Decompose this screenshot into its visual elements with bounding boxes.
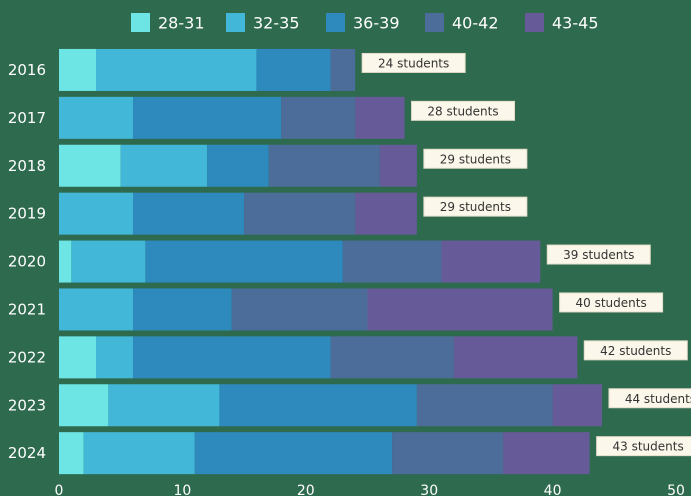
total-label: 24 students (378, 56, 449, 70)
total-label: 43 students (613, 440, 684, 454)
total-label: 44 students (625, 392, 691, 406)
bar-segment (59, 96, 134, 139)
bar-segment (194, 432, 393, 475)
bar-segment (133, 288, 232, 331)
bar-segment (96, 336, 134, 379)
x-tick-label: 40 (544, 483, 562, 496)
bar-segment (59, 144, 121, 187)
bar-segment (219, 384, 417, 427)
category-label: 2021 (8, 300, 46, 318)
total-label-box (411, 100, 516, 121)
bar-segment (367, 288, 553, 331)
bar-segment (59, 336, 97, 379)
total-label-box (423, 148, 528, 169)
category-label: 2016 (8, 61, 46, 79)
bar-segment (59, 240, 72, 283)
bar-segment (207, 144, 269, 187)
category-label: 2024 (8, 444, 46, 462)
bar-segment (453, 336, 578, 379)
bar-segment (441, 240, 541, 283)
total-label-box (546, 244, 651, 265)
x-tick-label: 20 (297, 483, 315, 496)
category-label: 2017 (8, 109, 46, 127)
total-label-box (423, 196, 528, 217)
legend-label: 36-39 (353, 14, 400, 33)
category-label: 2022 (8, 348, 46, 366)
total-label-box (596, 436, 691, 457)
x-tick-label: 10 (173, 483, 191, 496)
total-label-box (559, 292, 664, 313)
category-label: 2019 (8, 205, 46, 223)
x-tick-label: 30 (420, 483, 438, 496)
bar-segment (120, 144, 208, 187)
bar-segment (133, 96, 282, 139)
x-tick-label: 0 (55, 483, 64, 496)
bar-segment (59, 288, 134, 331)
bar-segment (145, 240, 343, 283)
total-label-box (583, 340, 688, 361)
bar-segment (256, 48, 331, 91)
legend-swatch (425, 13, 444, 32)
category-label: 2018 (8, 157, 46, 175)
bar-segment (330, 48, 356, 91)
total-label-box (608, 388, 691, 409)
legend-label: 43-45 (552, 14, 599, 33)
bar-segment (231, 288, 368, 331)
bar-segment (244, 192, 356, 235)
bar-segment (330, 336, 454, 379)
bar-segment (133, 336, 331, 379)
total-label: 29 students (440, 152, 511, 166)
legend-swatch (131, 13, 150, 32)
bar-segment (552, 384, 602, 427)
category-label: 2023 (8, 396, 46, 414)
bar-segment (392, 432, 504, 475)
bar-segment (268, 144, 380, 187)
total-label: 29 students (440, 200, 511, 214)
total-labels: 24 students 28 students 29 students 29 stud… (361, 52, 691, 457)
total-label: 42 students (600, 344, 671, 358)
legend-swatch (525, 13, 544, 32)
bar-segment (342, 240, 442, 283)
bars-group (59, 48, 602, 475)
legend-swatch (226, 13, 245, 32)
bar-segment (83, 432, 195, 475)
total-label: 39 students (563, 248, 634, 262)
legend-label: 40-42 (452, 14, 499, 33)
legend-label: 32-35 (253, 14, 300, 33)
category-label: 2020 (8, 253, 46, 271)
bar-segment (416, 384, 553, 427)
bar-segment (71, 240, 146, 283)
x-axis: 0 10 20 30 40 50 (55, 483, 685, 496)
bar-segment (379, 144, 417, 187)
legend: 28-31 32-35 36-39 40-42 43-45 (131, 13, 599, 33)
x-tick-label: 50 (667, 483, 685, 496)
total-label: 40 students (575, 296, 646, 310)
bar-segment (59, 48, 97, 91)
total-label-box (361, 52, 466, 73)
bar-segment (108, 384, 220, 427)
bar-segment (133, 192, 245, 235)
legend-swatch (326, 13, 345, 32)
bar-segment (59, 432, 84, 475)
legend-label: 28-31 (158, 14, 205, 33)
category-labels: 2016 2017 2018 2019 2020 2021 2022 2023 2024 (8, 61, 46, 462)
bar-segment (355, 96, 405, 139)
bar-segment (96, 48, 257, 91)
total-label: 28 students (427, 104, 498, 118)
bar-segment (355, 192, 417, 235)
bar-segment (59, 384, 109, 427)
bar-segment (281, 96, 356, 139)
bar-segment (503, 432, 590, 475)
bar-segment (59, 192, 134, 235)
